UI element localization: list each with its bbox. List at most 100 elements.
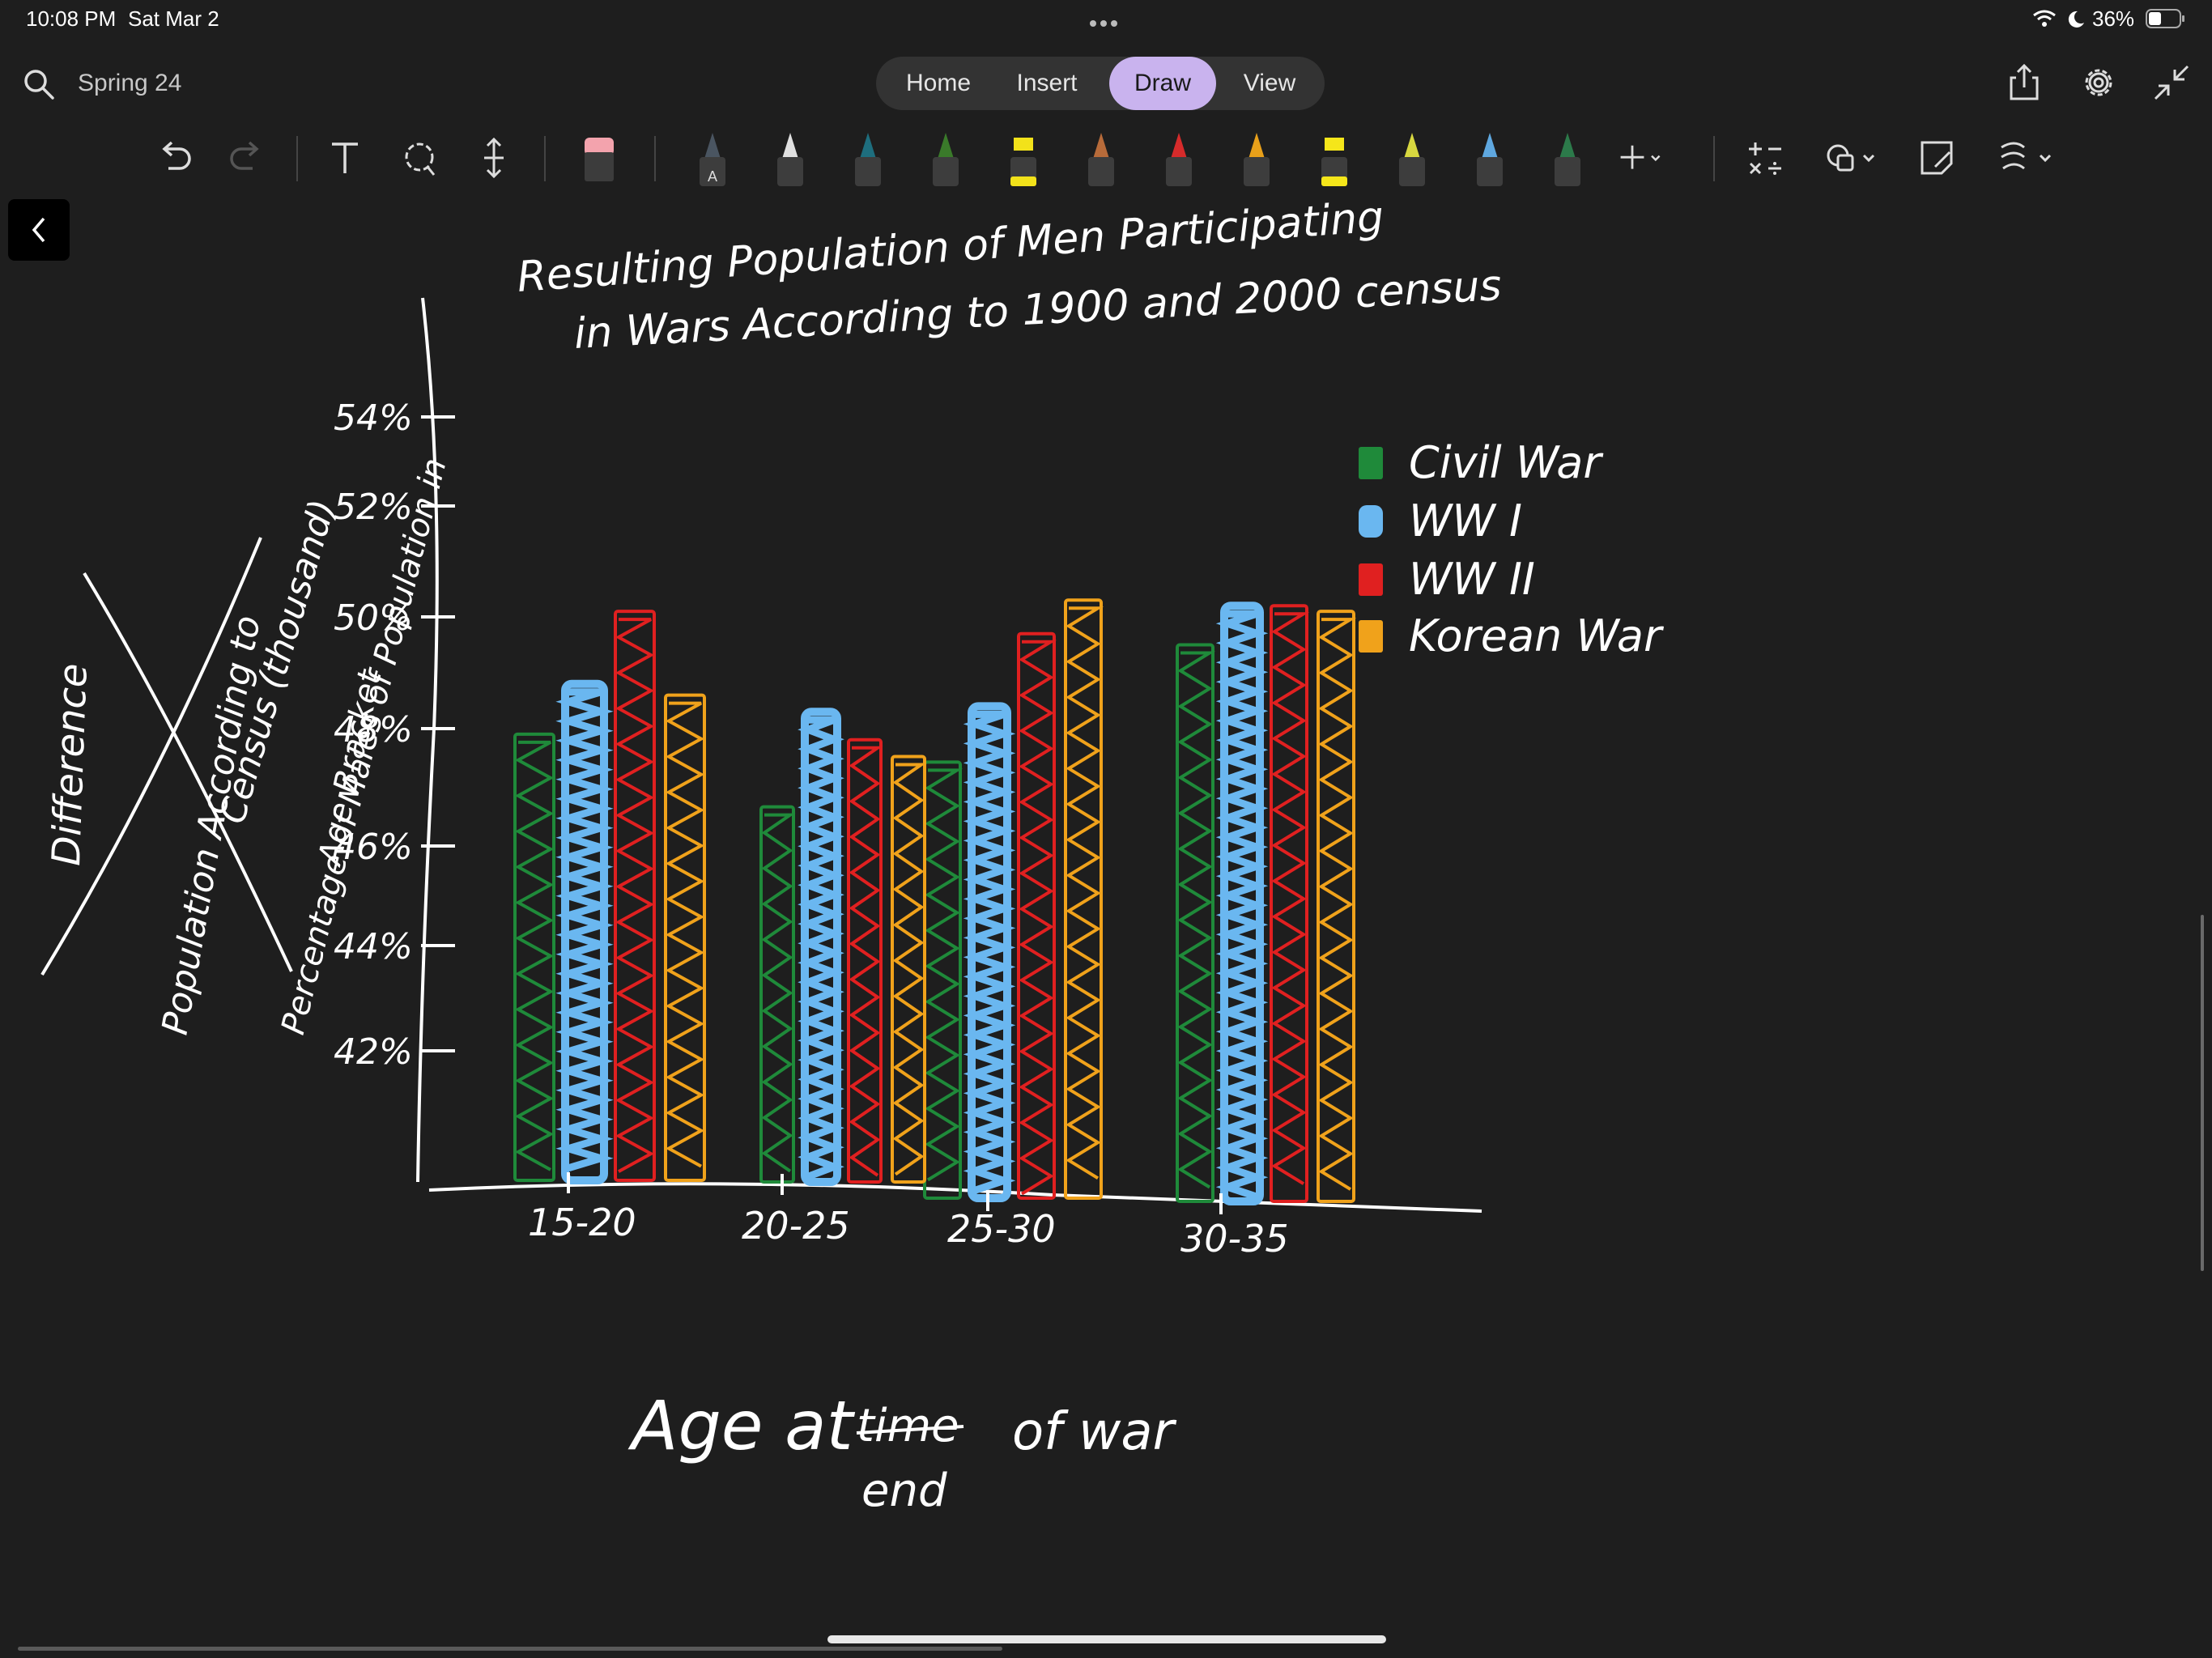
status-bar: 10:08 PM Sat Mar 2 36% xyxy=(0,0,2212,39)
cross-out-stroke xyxy=(40,537,262,976)
collapse-icon[interactable] xyxy=(2150,62,2193,104)
pen-brown-icon[interactable] xyxy=(1083,126,1119,194)
x-axis-label-1: Age at xyxy=(627,1386,856,1465)
ink-canvas[interactable]: Resulting Population of Men Participatin… xyxy=(0,194,2212,1658)
legend-swatch-ww2 xyxy=(1359,563,1383,596)
multitasking-dots-icon[interactable] xyxy=(1090,16,1122,27)
text-tool-icon[interactable] xyxy=(322,131,368,185)
battery-icon xyxy=(2146,9,2184,28)
highlighter-yellow-2-icon[interactable] xyxy=(1317,126,1352,194)
y-tick-label: 48% xyxy=(334,709,413,750)
pen-a-icon[interactable]: A xyxy=(695,126,730,194)
shapes-icon[interactable] xyxy=(1819,131,1880,185)
y-tick-group: 54% 52% 50% 48% 46% 44% 42% xyxy=(334,397,455,1073)
x-axis xyxy=(428,1182,1482,1213)
civil-war-bar xyxy=(923,760,963,1200)
toolbar-divider xyxy=(1713,136,1715,181)
bar-group xyxy=(513,598,1357,1205)
notebook-title[interactable]: Spring 24 xyxy=(78,70,182,96)
lasso-icon[interactable] xyxy=(397,131,442,185)
civil-war-bar xyxy=(513,732,555,1182)
korean-war-bar xyxy=(1064,598,1104,1200)
legend-swatch-korean-war xyxy=(1359,620,1383,653)
tab-view[interactable]: View xyxy=(1243,70,1296,96)
wifi-icon xyxy=(2033,10,2056,27)
ww1-bar xyxy=(798,708,844,1186)
app-header: Spring 24 Home Insert Draw View xyxy=(0,50,2212,118)
sticky-note-icon[interactable] xyxy=(1914,131,1959,185)
chevron-left-icon xyxy=(32,217,45,243)
legend-swatch-ww1 xyxy=(1359,505,1383,538)
toolbar-divider xyxy=(296,136,298,181)
ww2-bar xyxy=(1270,604,1310,1203)
draw-toolbar: A xyxy=(0,121,2212,194)
gear-icon[interactable] xyxy=(2078,62,2120,104)
ww2-bar xyxy=(847,738,883,1184)
y-tick-label: 42% xyxy=(334,1031,413,1073)
y-tick-label: 46% xyxy=(334,827,413,868)
ww2-bar xyxy=(1017,631,1057,1200)
tab-insert[interactable]: Insert xyxy=(1016,70,1078,96)
insert-space-icon[interactable] xyxy=(471,131,517,185)
y-tick-label: 52% xyxy=(334,487,413,528)
x-axis-label-struck: time xyxy=(857,1400,959,1452)
redo-icon[interactable] xyxy=(223,131,269,185)
toolbar-divider xyxy=(654,136,656,181)
x-tick-label: 20-25 xyxy=(742,1204,850,1248)
korean-war-bar xyxy=(1317,610,1357,1203)
status-date: Sat Mar 2 xyxy=(128,6,219,31)
status-time: 10:08 PM xyxy=(26,6,117,31)
x-tick-label: 30-35 xyxy=(1180,1217,1289,1261)
x-tick-label: 15-20 xyxy=(528,1201,636,1244)
home-indicator[interactable] xyxy=(827,1635,1386,1643)
legend-label-korean-war: Korean War xyxy=(1409,610,1664,661)
share-icon[interactable] xyxy=(2003,62,2045,104)
korean-war-bar xyxy=(891,755,927,1184)
pen-sky-icon[interactable] xyxy=(1472,126,1508,194)
moon-icon xyxy=(2068,11,2084,28)
pen-green-icon[interactable] xyxy=(928,126,963,194)
tab-draw[interactable]: Draw xyxy=(1109,57,1216,110)
pen-lime-icon[interactable] xyxy=(1394,126,1430,194)
y-tick-label: 54% xyxy=(334,397,413,439)
legend-swatch-civil-war xyxy=(1359,447,1383,479)
legend-label-civil-war: Civil War xyxy=(1409,437,1603,488)
cross-out-stroke xyxy=(83,572,293,972)
ribbon-tabs: Home Insert Draw View xyxy=(876,57,1325,110)
y-tick-label: 50% xyxy=(334,597,413,639)
x-tick-label: 25-30 xyxy=(947,1207,1056,1251)
pen-red-icon[interactable] xyxy=(1161,126,1197,194)
ww2-bar xyxy=(614,610,656,1182)
toolbar-divider xyxy=(544,136,546,181)
ww1-bar xyxy=(963,702,1016,1202)
horizontal-scrollbar[interactable] xyxy=(18,1647,1002,1651)
add-pen-icon[interactable] xyxy=(1619,131,1665,185)
pen-letter-label: A xyxy=(708,168,717,185)
korean-war-bar xyxy=(664,693,706,1182)
ww1-bar xyxy=(1215,602,1269,1205)
x-axis-label-3: end xyxy=(861,1465,947,1517)
tab-home[interactable]: Home xyxy=(905,70,972,96)
pen-teal-icon[interactable] xyxy=(850,126,886,194)
civil-war-bar xyxy=(1176,643,1216,1203)
ink-to-shape-icon[interactable] xyxy=(1995,131,2060,185)
pen-orange-icon[interactable] xyxy=(1239,126,1274,194)
highlighter-yellow-icon[interactable] xyxy=(1006,126,1041,194)
strike-through-stroke xyxy=(856,1425,964,1435)
x-tick-group: 15-20 20-25 25-30 30-35 xyxy=(528,1172,1289,1261)
pen-darkgreen-icon[interactable] xyxy=(1550,126,1585,194)
back-button[interactable] xyxy=(8,199,70,261)
y-tick-label: 44% xyxy=(334,926,413,967)
pen-white-icon[interactable] xyxy=(772,126,808,194)
undo-icon[interactable] xyxy=(152,131,198,185)
search-icon[interactable] xyxy=(21,66,57,102)
ww1-bar xyxy=(555,679,614,1184)
eraser-icon[interactable] xyxy=(576,131,622,185)
battery-percent: 36% xyxy=(2092,6,2135,31)
x-axis-label-2: of war xyxy=(1012,1402,1177,1462)
legend-label-ww1: WW I xyxy=(1409,495,1522,546)
vertical-scrollbar[interactable] xyxy=(2201,915,2204,1271)
math-icon[interactable] xyxy=(1742,131,1788,185)
civil-war-bar xyxy=(759,805,796,1184)
